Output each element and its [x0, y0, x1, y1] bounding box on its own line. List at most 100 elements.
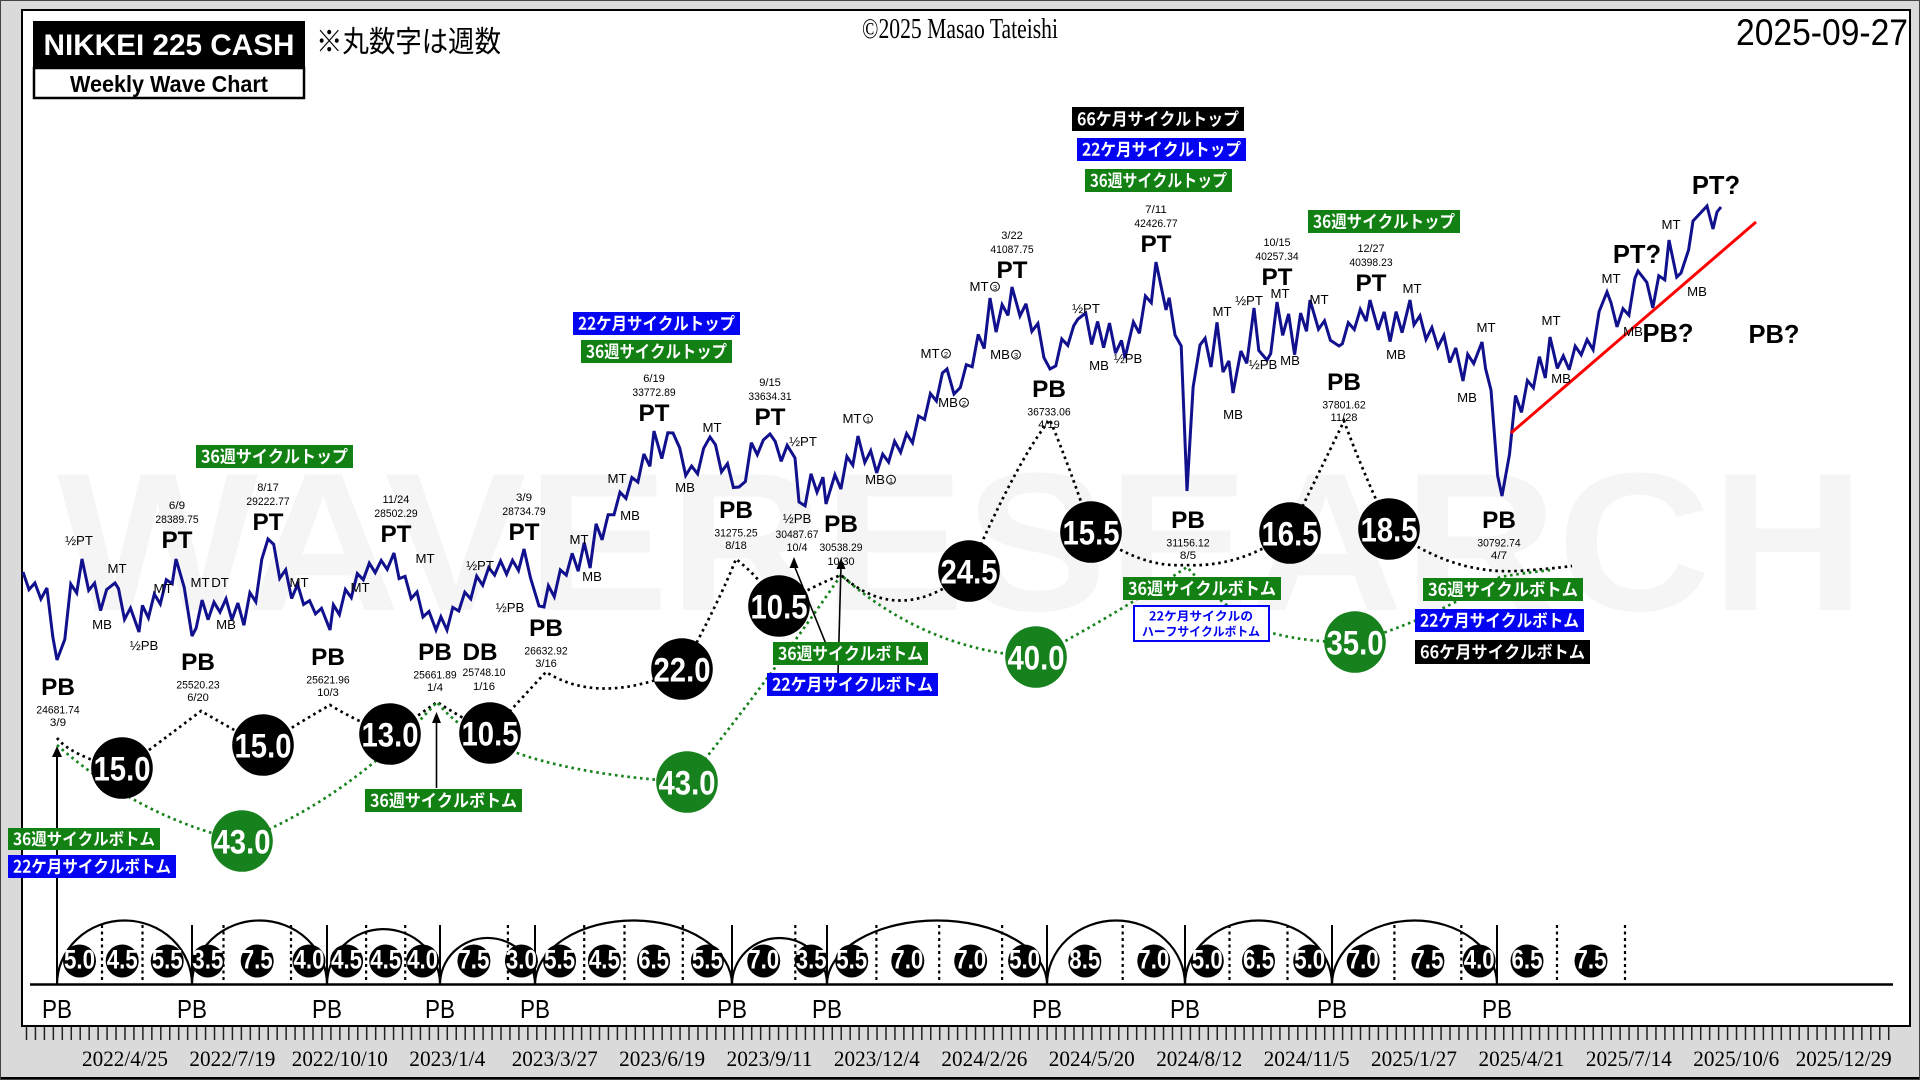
svg-text:24.5: 24.5: [941, 553, 998, 591]
svg-text:2: 2: [944, 350, 948, 359]
svg-text:½PB: ½PB: [496, 600, 525, 615]
svg-text:4.5: 4.5: [331, 945, 362, 975]
svg-text:MT: MT: [1476, 320, 1495, 335]
svg-text:3.0: 3.0: [506, 945, 537, 975]
svg-text:1/16: 1/16: [473, 681, 495, 693]
svg-text:PB: PB: [311, 644, 345, 671]
svg-text:PB: PB: [824, 511, 858, 538]
svg-text:7.5: 7.5: [458, 945, 489, 975]
svg-text:24681.74: 24681.74: [36, 705, 79, 717]
svg-text:PT: PT: [380, 521, 411, 548]
svg-text:43.0: 43.0: [214, 823, 271, 861]
svg-text:PB: PB: [1482, 994, 1512, 1024]
svg-text:MB: MB: [1687, 284, 1707, 299]
svg-text:10/15: 10/15: [1264, 237, 1291, 249]
svg-text:PB: PB: [42, 994, 72, 1024]
svg-text:½PB: ½PB: [1249, 357, 1278, 372]
svg-text:PT: PT: [1355, 270, 1386, 297]
svg-text:28389.75: 28389.75: [155, 514, 198, 526]
svg-text:5.0: 5.0: [1192, 945, 1223, 975]
svg-text:PB?: PB?: [1749, 321, 1800, 349]
svg-text:MT: MT: [1212, 304, 1231, 319]
svg-text:MB: MB: [1223, 407, 1243, 422]
svg-text:8/5: 8/5: [1180, 550, 1196, 562]
svg-text:10.5: 10.5: [751, 588, 808, 626]
svg-text:MT: MT: [190, 575, 209, 590]
svg-text:2025-09-27: 2025-09-27: [1736, 12, 1908, 53]
svg-text:2024/11/5: 2024/11/5: [1264, 1046, 1350, 1071]
svg-text:4.0: 4.0: [1464, 945, 1495, 975]
svg-text:5.5: 5.5: [152, 945, 183, 975]
svg-text:9/15: 9/15: [759, 377, 781, 389]
svg-text:MB: MB: [1386, 347, 1406, 362]
svg-text:MB: MB: [938, 395, 958, 410]
svg-text:MB: MB: [1623, 324, 1643, 339]
svg-text:PB: PB: [1032, 376, 1066, 403]
svg-text:MT: MT: [107, 561, 126, 576]
svg-text:3/16: 3/16: [535, 658, 557, 670]
svg-text:PT: PT: [638, 400, 669, 427]
svg-text:½PB: ½PB: [783, 511, 812, 526]
svg-text:7.0: 7.0: [1138, 945, 1169, 975]
svg-text:6.5: 6.5: [638, 945, 669, 975]
svg-text:4/19: 4/19: [1038, 419, 1060, 431]
svg-text:30487.67: 30487.67: [776, 529, 819, 541]
svg-text:1/4: 1/4: [427, 682, 443, 694]
svg-text:MB: MB: [582, 569, 602, 584]
svg-text:½PT: ½PT: [466, 558, 494, 573]
svg-text:18.5: 18.5: [1361, 511, 1418, 549]
svg-text:33772.89: 33772.89: [632, 387, 675, 399]
svg-text:5.0: 5.0: [1009, 945, 1040, 975]
svg-text:40398.23: 40398.23: [1349, 257, 1392, 269]
svg-text:3: 3: [1014, 351, 1018, 360]
svg-text:7.5: 7.5: [242, 945, 273, 975]
svg-text:4.5: 4.5: [107, 945, 138, 975]
svg-text:1: 1: [889, 476, 893, 485]
svg-text:25621.96: 25621.96: [306, 675, 349, 687]
svg-text:MB: MB: [92, 617, 112, 632]
svg-text:MB: MB: [1089, 358, 1109, 373]
svg-text:2024/5/20: 2024/5/20: [1049, 1046, 1135, 1071]
svg-text:MT: MT: [569, 532, 588, 547]
svg-text:PT?: PT?: [1692, 172, 1740, 200]
svg-text:MB: MB: [620, 508, 640, 523]
svg-text:3/9: 3/9: [50, 717, 66, 729]
svg-text:2025/4/21: 2025/4/21: [1479, 1046, 1565, 1071]
svg-text:½PB: ½PB: [130, 638, 159, 653]
svg-text:4/7: 4/7: [1491, 550, 1507, 562]
svg-text:2022/10/10: 2022/10/10: [292, 1046, 388, 1071]
svg-text:6/9: 6/9: [169, 500, 185, 512]
svg-text:4.5: 4.5: [370, 945, 401, 975]
svg-text:©2025 Masao Tateishi: ©2025 Masao Tateishi: [862, 14, 1058, 45]
svg-text:3: 3: [993, 283, 997, 292]
svg-text:PB: PB: [1170, 994, 1200, 1024]
svg-text:2025/10/6: 2025/10/6: [1693, 1046, 1779, 1071]
svg-text:PB?: PB?: [1643, 320, 1694, 348]
svg-text:30792.74: 30792.74: [1477, 538, 1520, 550]
svg-text:5.5: 5.5: [692, 945, 723, 975]
svg-text:6.5: 6.5: [1243, 945, 1274, 975]
svg-text:2024/8/12: 2024/8/12: [1156, 1046, 1242, 1071]
svg-text:7.0: 7.0: [892, 945, 923, 975]
svg-text:2022/7/19: 2022/7/19: [189, 1046, 275, 1071]
svg-text:2025/1/27: 2025/1/27: [1371, 1046, 1457, 1071]
svg-text:31275.25: 31275.25: [714, 528, 757, 540]
svg-text:11/24: 11/24: [383, 494, 410, 506]
svg-text:MT: MT: [350, 580, 369, 595]
svg-text:MT: MT: [1270, 286, 1289, 301]
svg-text:PT: PT: [508, 519, 539, 546]
svg-text:PB: PB: [529, 615, 563, 642]
svg-text:PB: PB: [41, 674, 75, 701]
svg-text:2024/2/26: 2024/2/26: [941, 1046, 1027, 1071]
svg-text:40257.34: 40257.34: [1255, 251, 1298, 263]
svg-text:2023/3/27: 2023/3/27: [512, 1046, 598, 1071]
svg-text:MT: MT: [153, 581, 172, 596]
svg-text:25520.23: 25520.23: [176, 680, 219, 692]
svg-text:PT: PT: [252, 509, 283, 536]
svg-text:11/28: 11/28: [1331, 412, 1358, 424]
svg-text:PB: PB: [1327, 369, 1361, 396]
svg-text:PB: PB: [418, 639, 452, 666]
svg-text:42426.77: 42426.77: [1134, 218, 1177, 230]
svg-text:3.5: 3.5: [192, 945, 223, 975]
svg-text:NIKKEI 225 CASH: NIKKEI 225 CASH: [44, 29, 295, 62]
